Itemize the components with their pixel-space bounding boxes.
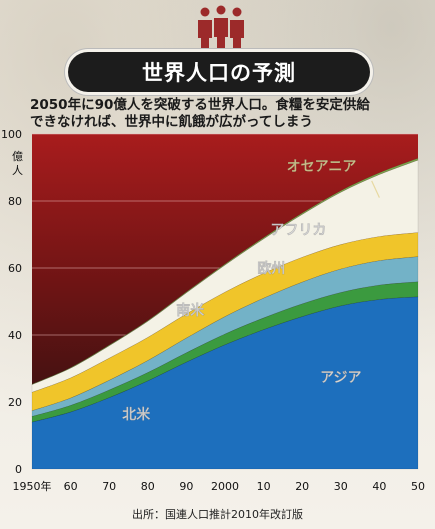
y-tick-label: 40 <box>8 329 22 342</box>
page-title: 世界人口の予測 <box>142 61 296 85</box>
y-tick-label: 0 <box>15 463 22 476</box>
x-tick-label: 1950年 <box>13 479 52 493</box>
x-tick-label: 60 <box>64 480 78 493</box>
subtitle-line-2: できなければ、世界中に飢餓が広がってしまう <box>30 114 313 130</box>
y-axis-unit: 億人 <box>12 150 23 177</box>
x-tick-label: 50 <box>411 480 425 493</box>
population-chart: 0 20 40 60 80 100 億人 1950年 60 70 80 90 2000 10 20 30 40 5… <box>1 128 425 493</box>
area-oceania <box>31 157 419 386</box>
people-icon <box>198 5 244 49</box>
y-tick-label: 60 <box>8 262 22 275</box>
x-tick-label: 2000 <box>211 480 239 493</box>
label-north-america: 北米 <box>122 406 151 423</box>
y-tick-label: 100 <box>1 128 22 141</box>
oceania-pointer <box>371 180 380 198</box>
y-tick-label: 80 <box>8 195 22 208</box>
x-tick-label: 90 <box>179 480 193 493</box>
label-africa: アフリカ <box>270 223 326 239</box>
label-south-america: 南米 <box>176 302 205 319</box>
x-tick-label: 10 <box>257 480 271 493</box>
x-tick-label: 80 <box>141 480 155 493</box>
title-banner: 世界人口の予測 <box>68 52 370 92</box>
y-tick-label: 20 <box>8 396 22 409</box>
label-asia: アジア <box>320 370 361 386</box>
label-europe: 欧州 <box>257 260 285 277</box>
subtitle-line-1: 2050年に90億人を突破する世界人口。食糧を安定供給 <box>30 97 370 113</box>
label-oceania: オセアニア <box>287 159 357 175</box>
subtitle: 2050年に90億人を突破する世界人口。食糧を安定供給 できなければ、世界中に飢… <box>30 97 430 131</box>
x-tick-label: 70 <box>102 480 116 493</box>
source-note: 出所：国連人口推計2010年改訂版 <box>132 508 303 521</box>
x-tick-label: 20 <box>295 480 309 493</box>
x-tick-label: 40 <box>372 480 386 493</box>
x-tick-label: 30 <box>334 480 348 493</box>
